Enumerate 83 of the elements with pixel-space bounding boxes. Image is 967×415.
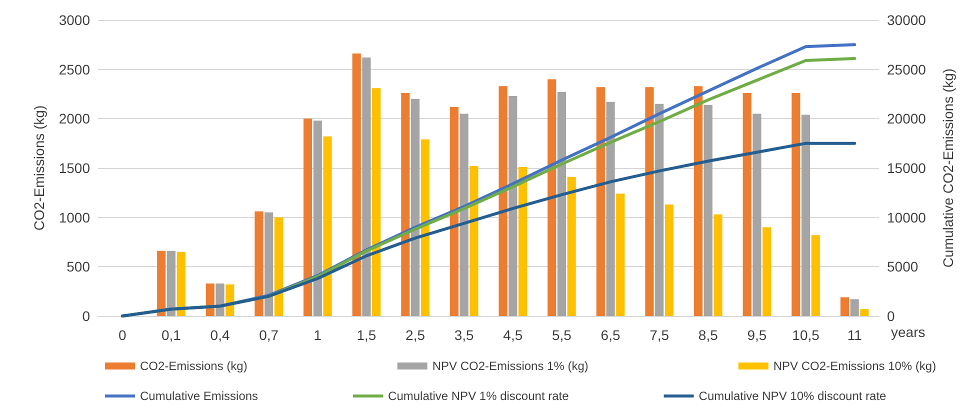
y2-tick-label: 30000: [887, 12, 926, 28]
y2-tick-label: 20000: [887, 110, 926, 127]
x-tick-label: 10,5: [792, 327, 820, 343]
bar: [372, 88, 381, 316]
bar: [645, 87, 654, 316]
bar: [410, 98, 420, 316]
x-tick-label: 11: [847, 327, 862, 343]
bar: [557, 92, 566, 316]
legend-label: Cumulative Emissions: [140, 389, 258, 403]
bar: [323, 136, 332, 316]
bar: [704, 104, 712, 316]
bar: [450, 106, 459, 316]
y2-tick-label: 5000: [887, 258, 918, 275]
line-series: [120, 142, 856, 318]
bar: [313, 120, 322, 316]
y2-axis-title: Cumulative CO2-Emissions (kg): [940, 68, 956, 268]
bar: [274, 217, 283, 316]
x-tick-label: 0,4: [210, 327, 230, 343]
y-tick-label: 2000: [58, 110, 90, 127]
x-tick-label: 7,5: [650, 327, 670, 343]
y2-tick-label: 10000: [887, 209, 926, 226]
legend-label: NPV CO2-Emissions 1% (kg): [432, 359, 588, 373]
bar: [655, 104, 664, 316]
x-tick-label: 3,5: [454, 327, 474, 343]
bar: [166, 250, 176, 316]
bar: [498, 86, 508, 316]
bar: [157, 250, 166, 316]
x-tick-label: 0,7: [259, 327, 279, 343]
x-tick-label: 6,5: [600, 327, 620, 343]
bar: [811, 235, 820, 316]
legend-label: NPV CO2-Emissions 10% (kg): [773, 359, 936, 373]
bar: [362, 57, 371, 316]
y-tick-label: 1500: [58, 160, 90, 176]
bar: [548, 79, 556, 316]
bar: [840, 297, 850, 316]
y2-tick-label: 25000: [887, 61, 926, 78]
bar: [518, 167, 528, 316]
x-tick-label: 9,5: [747, 327, 767, 343]
x-tick-label: 2,5: [406, 327, 426, 343]
y-axis-title: CO2-Emissions (kg): [31, 105, 47, 231]
bar: [714, 214, 722, 316]
bar: [596, 87, 605, 316]
x-tick-label: 1: [314, 327, 322, 343]
bar: [850, 299, 859, 316]
bar: [401, 93, 410, 316]
x-tick-label: 0: [118, 327, 127, 343]
bar: [752, 114, 762, 316]
y-tick-label: 2500: [58, 61, 90, 78]
x-tick-label: 8,5: [698, 327, 718, 343]
bar: [567, 176, 576, 316]
bar: [460, 114, 468, 316]
y-tick-label: 0: [82, 308, 90, 324]
bar: [508, 96, 518, 316]
y-tick-label: 3000: [58, 12, 90, 28]
x-tick-label: 4,5: [503, 327, 523, 343]
y2-tick-label: 0: [887, 308, 895, 324]
bar: [792, 93, 800, 316]
y2-tick-label: 15000: [887, 160, 926, 176]
x-tick-label: 1,5: [356, 327, 376, 343]
bar: [742, 93, 752, 316]
legend-label: Cumulative NPV 10% discount rate: [698, 389, 887, 403]
bar: [616, 194, 625, 316]
bar: [206, 283, 214, 316]
bar: [860, 309, 869, 316]
x-tick-label: 0,1: [161, 327, 182, 343]
bar: [801, 114, 810, 316]
bar: [264, 212, 274, 316]
bar: [694, 86, 703, 316]
x-axis-title: years: [891, 324, 926, 340]
y-tick-label: 500: [66, 258, 90, 275]
bar: [762, 227, 772, 316]
y-tick-label: 1000: [58, 209, 90, 226]
bar: [606, 102, 615, 316]
legend-label: Cumulative NPV 1% discount rate: [388, 389, 570, 403]
bar: [304, 118, 312, 316]
bar: [176, 252, 186, 316]
bar: [470, 166, 478, 316]
bar: [352, 54, 361, 316]
legend-label: CO2-Emissions (kg): [140, 359, 248, 373]
bar: [420, 139, 430, 316]
x-tick-label: 5,5: [552, 327, 572, 343]
bar: [254, 211, 264, 316]
bar: [664, 204, 674, 316]
